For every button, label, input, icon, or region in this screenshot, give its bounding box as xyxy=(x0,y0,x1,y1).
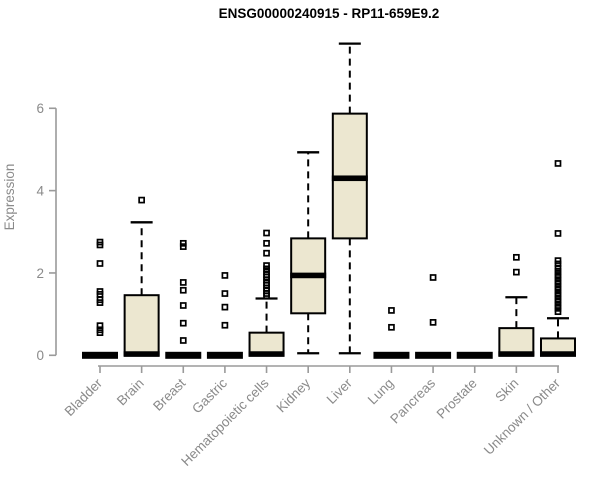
outlier-point-lung xyxy=(388,307,395,314)
median-skin xyxy=(498,351,535,357)
outlier-point-breast xyxy=(179,243,187,250)
box-skin xyxy=(498,327,535,357)
outlier-point-bladder xyxy=(96,329,104,337)
outlier-point-hematopoietic-cells xyxy=(263,229,270,237)
x-tick-label-gastric: Gastric xyxy=(189,375,230,416)
outlier-point-brain xyxy=(138,196,145,204)
y-tick-label: 4 xyxy=(36,183,44,198)
x-tick-label-pancreas: Pancreas xyxy=(387,375,438,426)
outlier-point-breast xyxy=(179,302,187,309)
outlier-point-breast xyxy=(179,286,187,294)
y-tick-label: 0 xyxy=(36,348,44,363)
outlier-point-bladder xyxy=(96,299,104,306)
x-tick-label-prostate: Prostate xyxy=(434,376,480,422)
outlier-point-pancreas xyxy=(429,274,437,281)
median-liver xyxy=(331,175,368,182)
outlier-point-hematopoietic-cells xyxy=(263,239,270,247)
outlier-point-gastric xyxy=(221,321,229,329)
outlier-point-pancreas xyxy=(429,319,437,326)
x-tick-label-skin: Skin xyxy=(492,376,521,405)
y-axis-title: Expression xyxy=(2,164,17,231)
outlier-point-unknown-other xyxy=(554,308,562,316)
y-tick-label: 6 xyxy=(36,101,44,116)
x-tick-label-breast: Breast xyxy=(150,375,188,413)
x-tick-label-brain: Brain xyxy=(114,376,147,409)
box-brain xyxy=(123,294,160,357)
outlier-point-skin xyxy=(513,268,520,276)
median-hematopoietic-cells xyxy=(248,351,285,357)
median-lung xyxy=(373,351,410,359)
median-pancreas xyxy=(415,351,452,359)
outlier-point-unknown-other xyxy=(554,230,562,237)
outlier-point-unknown-other xyxy=(554,260,562,268)
x-tick-label-liver: Liver xyxy=(324,375,356,407)
x-tick-label-kidney: Kidney xyxy=(274,375,314,415)
median-bladder xyxy=(82,351,118,359)
outlier-point-lung xyxy=(388,323,395,331)
median-brain xyxy=(123,351,160,357)
median-prostate xyxy=(456,351,493,359)
y-tick-label: 2 xyxy=(36,266,44,281)
outlier-point-gastric xyxy=(221,290,229,297)
outlier-point-hematopoietic-cells xyxy=(263,292,270,300)
outlier-point-hematopoietic-cells xyxy=(263,249,270,257)
outlier-point-breast xyxy=(179,279,187,286)
outlier-point-breast xyxy=(179,337,187,344)
outlier-point-unknown-other xyxy=(554,160,562,167)
outlier-point-gastric xyxy=(221,303,229,311)
x-tick-label-unknown-other: Unknown / Other xyxy=(481,375,564,458)
median-gastric xyxy=(206,351,243,359)
outlier-point-bladder xyxy=(96,241,104,249)
outlier-point-gastric xyxy=(221,272,229,279)
outlier-point-breast xyxy=(179,319,187,327)
x-tick-label-lung: Lung xyxy=(365,376,397,408)
outlier-point-bladder xyxy=(96,322,104,330)
median-kidney xyxy=(290,272,327,279)
outlier-point-bladder xyxy=(96,260,104,267)
median-unknown-other xyxy=(539,351,576,357)
x-tick-label-bladder: Bladder xyxy=(62,375,106,419)
median-breast xyxy=(165,351,202,359)
outlier-point-skin xyxy=(513,253,520,261)
chart-title: ENSG00000240915 - RP11-659E9.2 xyxy=(218,6,440,21)
